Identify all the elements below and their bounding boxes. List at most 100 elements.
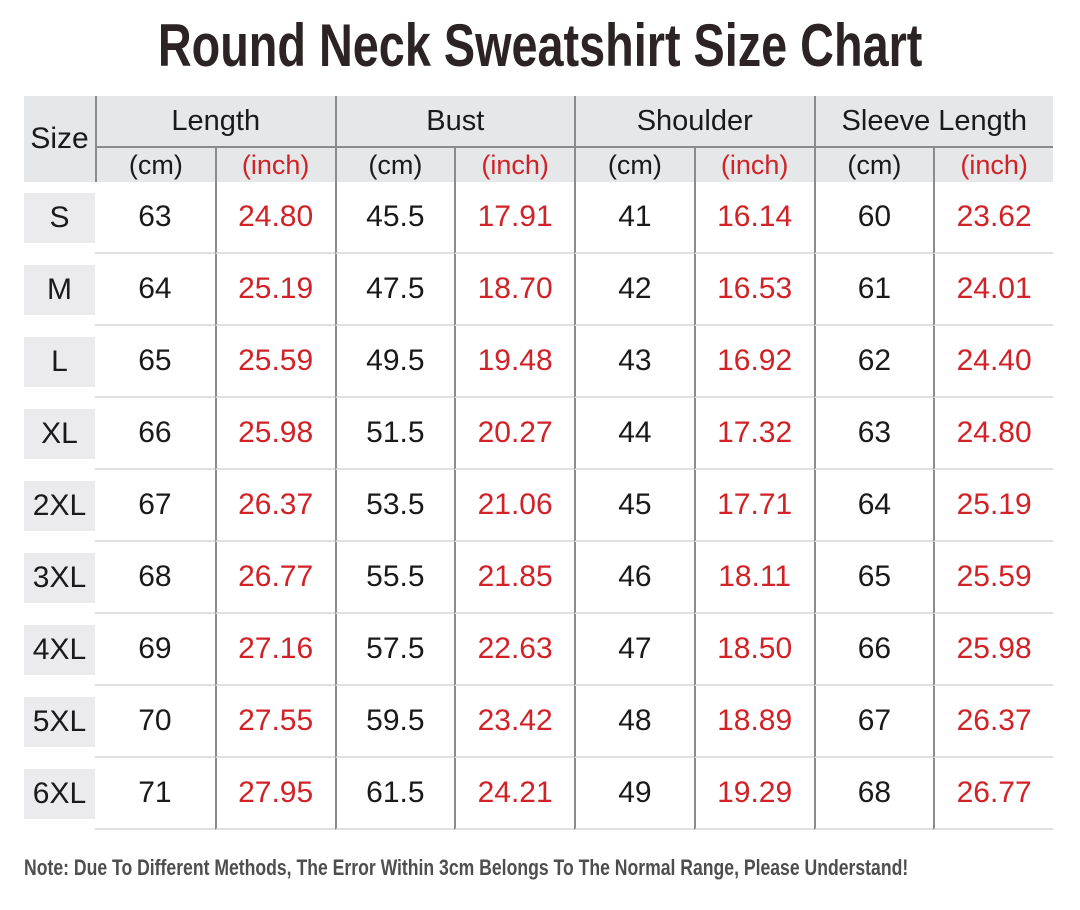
cell-sleeve-cm: 66 — [813, 614, 934, 686]
cell-length-in: 27.16 — [214, 614, 335, 686]
cell-bust-in: 19.48 — [454, 326, 574, 398]
header-unit-length-inch: (inch) — [214, 148, 335, 182]
cell-bust-cm: 57.5 — [334, 614, 455, 686]
cell-sleeve-cm: 61 — [813, 254, 934, 326]
header-group-bust: Bust — [334, 96, 574, 148]
note-bar: Note: Due To Different Methods, The Erro… — [24, 852, 1080, 884]
size-label: L — [24, 337, 95, 387]
cell-shoulder-cm: 43 — [574, 326, 694, 398]
cell-length-in: 24.80 — [214, 182, 335, 254]
cell-shoulder-cm: 41 — [574, 182, 694, 254]
cell-shoulder-in: 19.29 — [693, 758, 814, 830]
size-label: 5XL — [24, 697, 95, 747]
cell-sleeve-cm: 60 — [813, 182, 934, 254]
cell-shoulder-in: 16.92 — [693, 326, 814, 398]
size-table: Size Length Bust Shoulder Sleeve Length … — [24, 96, 1053, 830]
size-row-cell: 2XL — [24, 470, 95, 542]
cell-shoulder-in: 18.89 — [693, 686, 814, 758]
size-row-cell: 6XL — [24, 758, 95, 830]
cell-length-cm: 68 — [95, 542, 215, 614]
size-label: 6XL — [24, 769, 95, 819]
cell-length-cm: 69 — [95, 614, 215, 686]
cell-shoulder-cm: 48 — [574, 686, 694, 758]
cell-length-cm: 63 — [95, 182, 215, 254]
page-title: Round Neck Sweatshirt Size Chart — [157, 12, 923, 79]
size-label: 2XL — [24, 481, 95, 531]
header-group-sleeve-length: Sleeve Length — [813, 96, 1053, 148]
size-row-cell: S — [24, 182, 95, 254]
size-row-cell: XL — [24, 398, 95, 470]
cell-shoulder-cm: 45 — [574, 470, 694, 542]
cell-bust-in: 21.06 — [454, 470, 574, 542]
cell-length-in: 26.37 — [214, 470, 335, 542]
cell-length-cm: 71 — [95, 758, 215, 830]
cell-bust-cm: 59.5 — [334, 686, 455, 758]
cell-sleeve-in: 25.19 — [933, 470, 1053, 542]
cell-bust-in: 23.42 — [454, 686, 574, 758]
cell-sleeve-in: 26.77 — [933, 758, 1053, 830]
size-row-cell: M — [24, 254, 95, 326]
size-label: XL — [24, 409, 95, 459]
cell-sleeve-in: 25.98 — [933, 614, 1053, 686]
cell-bust-in: 24.21 — [454, 758, 574, 830]
header-size: Size — [24, 96, 95, 182]
cell-length-in: 27.95 — [214, 758, 335, 830]
note-text: Note: Due To Different Methods, The Erro… — [24, 855, 909, 880]
size-label: 4XL — [24, 625, 95, 675]
cell-sleeve-in: 24.01 — [933, 254, 1053, 326]
cell-shoulder-in: 18.50 — [693, 614, 814, 686]
cell-shoulder-in: 18.11 — [693, 542, 814, 614]
cell-bust-in: 20.27 — [454, 398, 574, 470]
cell-shoulder-in: 17.71 — [693, 470, 814, 542]
header-group-length: Length — [95, 96, 335, 148]
cell-length-cm: 66 — [95, 398, 215, 470]
cell-sleeve-cm: 67 — [813, 686, 934, 758]
header-unit-sleeve-cm: (cm) — [813, 148, 934, 182]
cell-shoulder-cm: 44 — [574, 398, 694, 470]
cell-shoulder-cm: 49 — [574, 758, 694, 830]
header-unit-bust-cm: (cm) — [334, 148, 455, 182]
cell-bust-cm: 61.5 — [334, 758, 455, 830]
cell-bust-in: 21.85 — [454, 542, 574, 614]
cell-length-cm: 70 — [95, 686, 215, 758]
cell-shoulder-cm: 47 — [574, 614, 694, 686]
header-unit-shoulder-inch: (inch) — [693, 148, 814, 182]
title-bar: Round Neck Sweatshirt Size Chart — [0, 4, 1080, 88]
size-label: 3XL — [24, 553, 95, 603]
cell-bust-cm: 49.5 — [334, 326, 455, 398]
cell-sleeve-cm: 65 — [813, 542, 934, 614]
size-label: M — [24, 265, 95, 315]
cell-bust-cm: 47.5 — [334, 254, 455, 326]
cell-length-cm: 65 — [95, 326, 215, 398]
cell-length-in: 25.59 — [214, 326, 335, 398]
size-label: S — [24, 193, 95, 243]
cell-bust-in: 17.91 — [454, 182, 574, 254]
cell-bust-cm: 45.5 — [334, 182, 455, 254]
cell-length-in: 25.19 — [214, 254, 335, 326]
header-unit-bust-inch: (inch) — [454, 148, 574, 182]
cell-bust-cm: 53.5 — [334, 470, 455, 542]
header-group-shoulder: Shoulder — [574, 96, 814, 148]
header-unit-shoulder-cm: (cm) — [574, 148, 694, 182]
cell-length-cm: 64 — [95, 254, 215, 326]
cell-sleeve-in: 24.80 — [933, 398, 1053, 470]
size-row-cell: 3XL — [24, 542, 95, 614]
cell-sleeve-cm: 63 — [813, 398, 934, 470]
cell-sleeve-cm: 62 — [813, 326, 934, 398]
cell-sleeve-in: 23.62 — [933, 182, 1053, 254]
cell-bust-cm: 55.5 — [334, 542, 455, 614]
cell-sleeve-in: 25.59 — [933, 542, 1053, 614]
cell-length-cm: 67 — [95, 470, 215, 542]
cell-shoulder-cm: 46 — [574, 542, 694, 614]
cell-bust-cm: 51.5 — [334, 398, 455, 470]
cell-bust-in: 22.63 — [454, 614, 574, 686]
header-unit-length-cm: (cm) — [95, 148, 215, 182]
cell-length-in: 25.98 — [214, 398, 335, 470]
cell-shoulder-in: 17.32 — [693, 398, 814, 470]
cell-bust-in: 18.70 — [454, 254, 574, 326]
cell-sleeve-cm: 68 — [813, 758, 934, 830]
cell-length-in: 27.55 — [214, 686, 335, 758]
cell-sleeve-in: 26.37 — [933, 686, 1053, 758]
cell-shoulder-in: 16.53 — [693, 254, 814, 326]
